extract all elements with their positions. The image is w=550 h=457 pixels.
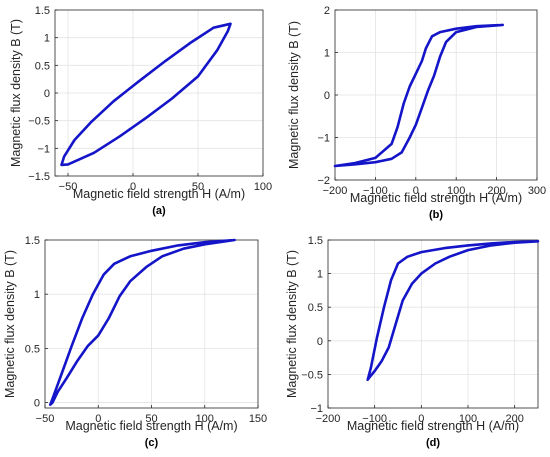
x-tick-label: 0 — [95, 413, 101, 425]
y-tick-label: 0.5 — [308, 302, 323, 314]
y-tick-label: 2 — [324, 5, 330, 17]
hysteresis-loop-line — [60, 22, 232, 167]
x-axis-label: Magnetic field strength H (A/m) — [347, 419, 519, 433]
panel-label: (b) — [429, 209, 443, 221]
chart-panel-4: −200 −100 0 100 200 −1 −0.5 0 0.5 1 1.5 Magnetic fi… — [285, 235, 540, 449]
y-axis-label: Magnetic flux density B (T) — [3, 250, 17, 398]
x-tick-label: 0 — [418, 413, 424, 425]
y-tick-label: −1 — [37, 143, 50, 155]
y-tick-label: 1 — [34, 289, 40, 301]
axes-box — [327, 239, 539, 409]
y-tick-label: 1 — [324, 48, 330, 60]
x-tick-label: 150 — [249, 413, 267, 425]
y-tick-label: 1.5 — [25, 235, 40, 247]
y-tick-label: 0.5 — [25, 343, 40, 355]
y-tick-label: 1.5 — [308, 235, 323, 247]
x-tick-label: 100 — [254, 181, 272, 193]
y-tick-label: −1 — [310, 403, 323, 415]
chart-panel-1: −50 0 50 100 −1.5 −1 −0.5 0 0.5 1 1.5 Magnetic fiel… — [9, 5, 272, 217]
hysteresis-loop-line — [49, 238, 236, 406]
y-axis-label: Magnetic flux density B (T) — [285, 250, 299, 398]
x-tick-label: 50 — [145, 413, 157, 425]
y-tick-label: 1 — [44, 33, 50, 45]
panel-label: (d) — [426, 437, 440, 449]
hysteresis-loop-line — [366, 240, 540, 382]
y-axis-label: Magnetic flux density B (T) — [9, 19, 23, 167]
y-tick-label: 1 — [317, 269, 323, 281]
x-tick-label: 100 — [447, 185, 465, 197]
y-tick-label: 0 — [44, 88, 50, 100]
chart-panel-3: −50 0 50 100 150 0 0.5 1 1.5 Magnetic field stren… — [3, 235, 267, 449]
x-tick-label: 100 — [459, 413, 477, 425]
y-tick-label: 0 — [324, 90, 330, 102]
x-tick-label: 0 — [130, 181, 136, 193]
y-tick-label: −0.5 — [28, 116, 50, 128]
y-tick-label: −0.5 — [301, 369, 323, 381]
y-tick-label: 1.5 — [35, 5, 50, 17]
panel-label: (c) — [145, 437, 159, 449]
x-tick-label: 50 — [192, 181, 204, 193]
x-tick-label: −100 — [363, 185, 388, 197]
x-axis-label: Magnetic field strength H (A/m) — [350, 191, 522, 205]
x-tick-label: −50 — [36, 413, 55, 425]
x-axis-label: Magnetic field strength H (A/m) — [65, 419, 237, 433]
x-tick-label: −100 — [362, 413, 387, 425]
chart-panel-2: −200 −100 0 100 200 300 −2 −1 0 1 2 Magnetic field … — [287, 5, 546, 221]
panel-label: (a) — [152, 205, 166, 217]
x-tick-label: 200 — [487, 185, 505, 197]
x-tick-label: 300 — [528, 185, 546, 197]
x-tick-label: 0 — [413, 185, 419, 197]
x-tick-label: −50 — [59, 181, 78, 193]
x-tick-label: −200 — [316, 413, 341, 425]
x-tick-label: 100 — [196, 413, 214, 425]
y-tick-label: 0.5 — [35, 60, 50, 72]
x-tick-label: 200 — [505, 413, 523, 425]
x-tick-label: −200 — [323, 185, 348, 197]
y-tick-label: −1.5 — [28, 171, 50, 183]
y-tick-label: 0 — [34, 398, 40, 410]
y-tick-label: 0 — [317, 336, 323, 348]
y-tick-label: −1 — [317, 133, 330, 145]
y-tick-label: −2 — [317, 175, 330, 187]
x-axis-label: Magnetic field strength H (A/m) — [73, 187, 245, 201]
y-axis-label: Magnetic flux density B (T) — [287, 21, 301, 169]
hysteresis-loop-line — [333, 23, 504, 168]
